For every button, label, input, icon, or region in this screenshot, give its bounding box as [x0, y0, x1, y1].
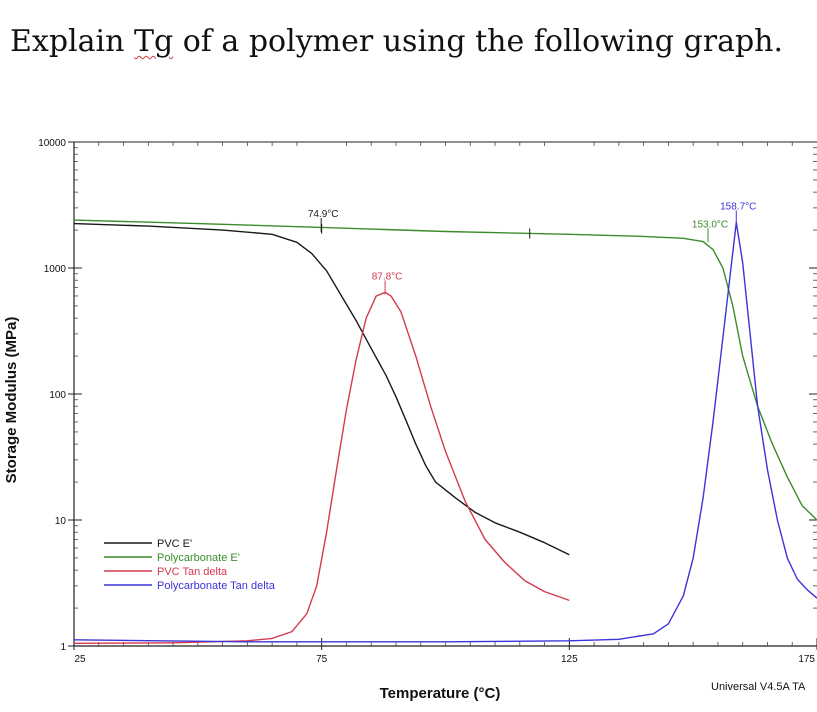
question-after: of a polymer using the following graph. — [173, 24, 784, 59]
x-axis-label: Temperature (°C) — [380, 685, 501, 702]
x-tick-label: 125 — [561, 654, 578, 665]
y-axis-label: Storage Modulus (MPa) — [3, 317, 20, 484]
annotation-label: 153.0°C — [692, 219, 728, 230]
y-tick-label: 1 — [60, 642, 66, 653]
y-tick-label: 10 — [55, 516, 67, 527]
legend-label-2: Polycarbonate E' — [157, 552, 240, 564]
x-tick-label: 175 — [798, 654, 815, 665]
footer-text: Universal V4.5A TA — [711, 681, 806, 693]
series-line-3 — [73, 291, 570, 644]
series-line-1 — [73, 222, 570, 556]
question-before: Explain — [10, 24, 134, 59]
legend-label-3: PVC Tan delta — [157, 566, 228, 578]
legend-label-4: Polycarbonate Tan delta — [157, 580, 276, 592]
annotation-layer: 74.9°C 87.8°C 153.0°C 158.7°C — [308, 201, 756, 295]
y-tick-label: 100 — [49, 390, 66, 401]
annotation-label: 158.7°C — [720, 201, 756, 212]
annotation-label: 74.9°C — [308, 209, 339, 220]
y-tick-label: 1000 — [44, 264, 67, 275]
series-line-4 — [73, 221, 817, 643]
axis-ticks: 1 10 100 1000 10000 25 75 125 175 — [38, 138, 817, 665]
legend: PVC E' Polycarbonate E' PVC Tan delta Polyc… — [104, 538, 276, 592]
y-tick-label: 10000 — [38, 138, 66, 149]
question-text: Explain Tg of a polymer using the follow… — [10, 24, 783, 59]
series-line-2 — [73, 219, 817, 521]
question-tg: Tg — [133, 24, 174, 59]
annotation-label: 87.8°C — [372, 271, 403, 282]
x-tick-label: 75 — [316, 654, 328, 665]
legend-label-1: PVC E' — [157, 538, 192, 550]
x-tick-label: 25 — [74, 654, 86, 665]
